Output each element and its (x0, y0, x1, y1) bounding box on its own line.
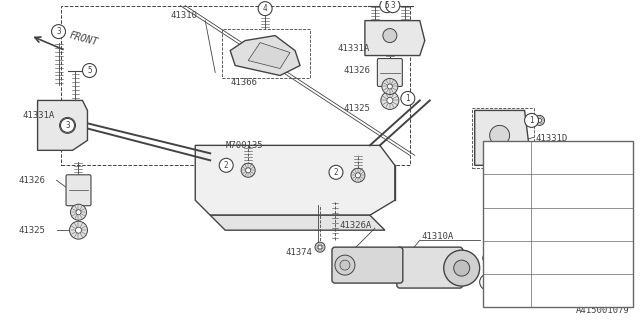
Circle shape (490, 125, 509, 145)
Text: 41310A: 41310A (422, 232, 454, 241)
Text: 41325: 41325 (343, 104, 370, 113)
Circle shape (70, 204, 86, 220)
Text: 41310: 41310 (170, 11, 197, 20)
Text: 41366: 41366 (230, 78, 257, 87)
Circle shape (335, 255, 355, 275)
Circle shape (318, 245, 322, 249)
Circle shape (246, 168, 251, 173)
Bar (483, 141, 633, 307)
Polygon shape (248, 43, 290, 68)
Text: FRONT: FRONT (68, 30, 99, 48)
Circle shape (351, 168, 365, 182)
Circle shape (383, 28, 397, 43)
FancyBboxPatch shape (332, 247, 403, 283)
Text: 41331D: 41331D (536, 134, 568, 143)
Text: 2: 2 (333, 168, 339, 177)
Circle shape (340, 260, 350, 270)
Text: 1: 1 (485, 277, 490, 287)
Circle shape (61, 118, 74, 132)
Polygon shape (365, 20, 425, 56)
Text: M700135: M700135 (225, 141, 263, 150)
Circle shape (479, 274, 495, 290)
Bar (222, 28, 310, 78)
Text: 2: 2 (224, 161, 228, 170)
Circle shape (258, 2, 272, 16)
Circle shape (76, 210, 81, 215)
Circle shape (355, 173, 360, 178)
Bar (472, 108, 534, 168)
Circle shape (220, 158, 233, 172)
Text: 1: 1 (529, 116, 534, 125)
Text: 3: 3 (56, 27, 61, 36)
Text: 2: 2 (504, 253, 509, 262)
Text: 0235S*B: 0235S*B (536, 286, 577, 296)
Text: 3: 3 (390, 1, 395, 10)
Text: 41331C: 41331C (536, 146, 568, 155)
Text: 5: 5 (504, 153, 509, 162)
Text: 1: 1 (504, 286, 509, 295)
Circle shape (495, 212, 518, 236)
FancyBboxPatch shape (66, 175, 91, 206)
Circle shape (495, 179, 518, 203)
Text: 4: 4 (504, 187, 509, 196)
Polygon shape (230, 36, 300, 76)
Circle shape (387, 98, 393, 103)
Text: M000245: M000245 (536, 186, 577, 196)
Text: 0101S*A: 0101S*A (536, 219, 577, 229)
Circle shape (454, 260, 470, 276)
FancyBboxPatch shape (378, 59, 403, 86)
Circle shape (60, 117, 76, 133)
Circle shape (387, 84, 392, 89)
Circle shape (495, 246, 518, 269)
Circle shape (386, 0, 400, 12)
Circle shape (495, 279, 518, 302)
Text: A415001079: A415001079 (575, 306, 629, 315)
Circle shape (525, 113, 538, 127)
Text: 0101S*B: 0101S*B (536, 252, 577, 262)
Text: 3: 3 (504, 220, 509, 229)
Text: M030005: M030005 (536, 153, 577, 163)
Text: 41326: 41326 (343, 66, 370, 75)
Text: 3: 3 (65, 121, 70, 130)
Circle shape (241, 163, 255, 177)
Text: 41331A: 41331A (338, 44, 370, 53)
Text: 1: 1 (406, 94, 410, 103)
Circle shape (83, 64, 97, 77)
Circle shape (315, 242, 325, 252)
Circle shape (70, 221, 88, 239)
Circle shape (495, 146, 518, 169)
Polygon shape (38, 100, 88, 150)
Polygon shape (210, 215, 385, 230)
Text: 5: 5 (87, 66, 92, 75)
Text: 41325: 41325 (19, 226, 45, 235)
Text: 5: 5 (385, 1, 389, 10)
Circle shape (381, 92, 399, 109)
Circle shape (329, 165, 343, 179)
Circle shape (534, 116, 545, 125)
Circle shape (401, 92, 415, 105)
FancyBboxPatch shape (397, 247, 463, 288)
Text: 41331A: 41331A (22, 111, 55, 120)
Text: 41374: 41374 (285, 248, 312, 257)
Circle shape (538, 118, 541, 123)
Circle shape (483, 253, 493, 263)
Bar (61, 6, 410, 165)
Text: 41326A: 41326A (340, 221, 372, 230)
Circle shape (52, 25, 65, 39)
Text: 41326: 41326 (19, 176, 45, 185)
Polygon shape (195, 145, 395, 215)
Text: 4: 4 (263, 4, 268, 13)
Circle shape (444, 250, 479, 286)
Circle shape (382, 78, 398, 94)
Circle shape (76, 227, 81, 233)
Circle shape (380, 0, 394, 12)
Polygon shape (475, 110, 529, 165)
Circle shape (486, 256, 490, 260)
